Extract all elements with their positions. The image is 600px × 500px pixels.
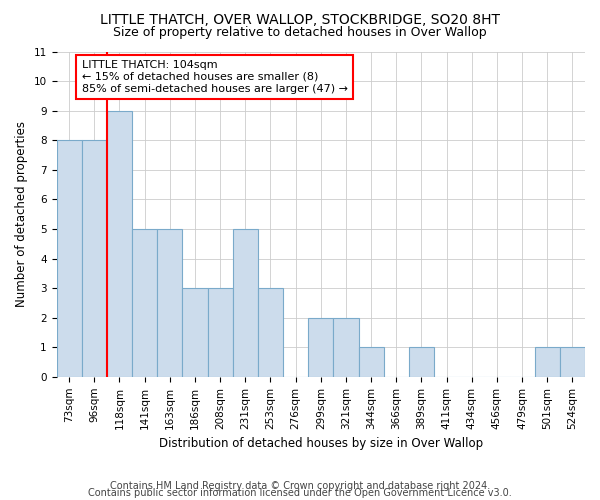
Bar xyxy=(233,229,258,377)
Bar xyxy=(308,318,334,377)
Text: LITTLE THATCH, OVER WALLOP, STOCKBRIDGE, SO20 8HT: LITTLE THATCH, OVER WALLOP, STOCKBRIDGE,… xyxy=(100,12,500,26)
Bar xyxy=(56,140,82,377)
Bar xyxy=(182,288,208,377)
X-axis label: Distribution of detached houses by size in Over Wallop: Distribution of detached houses by size … xyxy=(159,437,483,450)
Text: Contains HM Land Registry data © Crown copyright and database right 2024.: Contains HM Land Registry data © Crown c… xyxy=(110,481,490,491)
Bar xyxy=(258,288,283,377)
Text: Size of property relative to detached houses in Over Wallop: Size of property relative to detached ho… xyxy=(113,26,487,39)
Text: Contains public sector information licensed under the Open Government Licence v3: Contains public sector information licen… xyxy=(88,488,512,498)
Text: LITTLE THATCH: 104sqm
← 15% of detached houses are smaller (8)
85% of semi-detac: LITTLE THATCH: 104sqm ← 15% of detached … xyxy=(82,60,347,94)
Bar xyxy=(82,140,107,377)
Y-axis label: Number of detached properties: Number of detached properties xyxy=(15,121,28,307)
Bar xyxy=(334,318,359,377)
Bar xyxy=(359,347,383,377)
Bar xyxy=(409,347,434,377)
Bar xyxy=(132,229,157,377)
Bar xyxy=(208,288,233,377)
Bar xyxy=(535,347,560,377)
Bar xyxy=(157,229,182,377)
Bar xyxy=(560,347,585,377)
Bar xyxy=(107,110,132,377)
